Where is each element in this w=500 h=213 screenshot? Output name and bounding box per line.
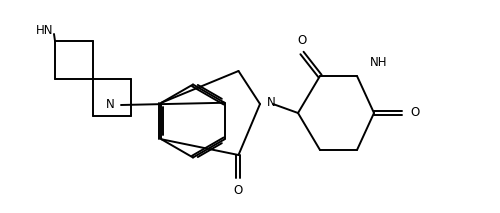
Text: O: O bbox=[298, 33, 306, 46]
Text: NH: NH bbox=[370, 56, 388, 69]
Text: O: O bbox=[410, 106, 420, 119]
Text: N: N bbox=[266, 96, 276, 109]
Text: HN: HN bbox=[36, 23, 54, 36]
Text: O: O bbox=[234, 184, 243, 197]
Text: N: N bbox=[106, 98, 114, 111]
